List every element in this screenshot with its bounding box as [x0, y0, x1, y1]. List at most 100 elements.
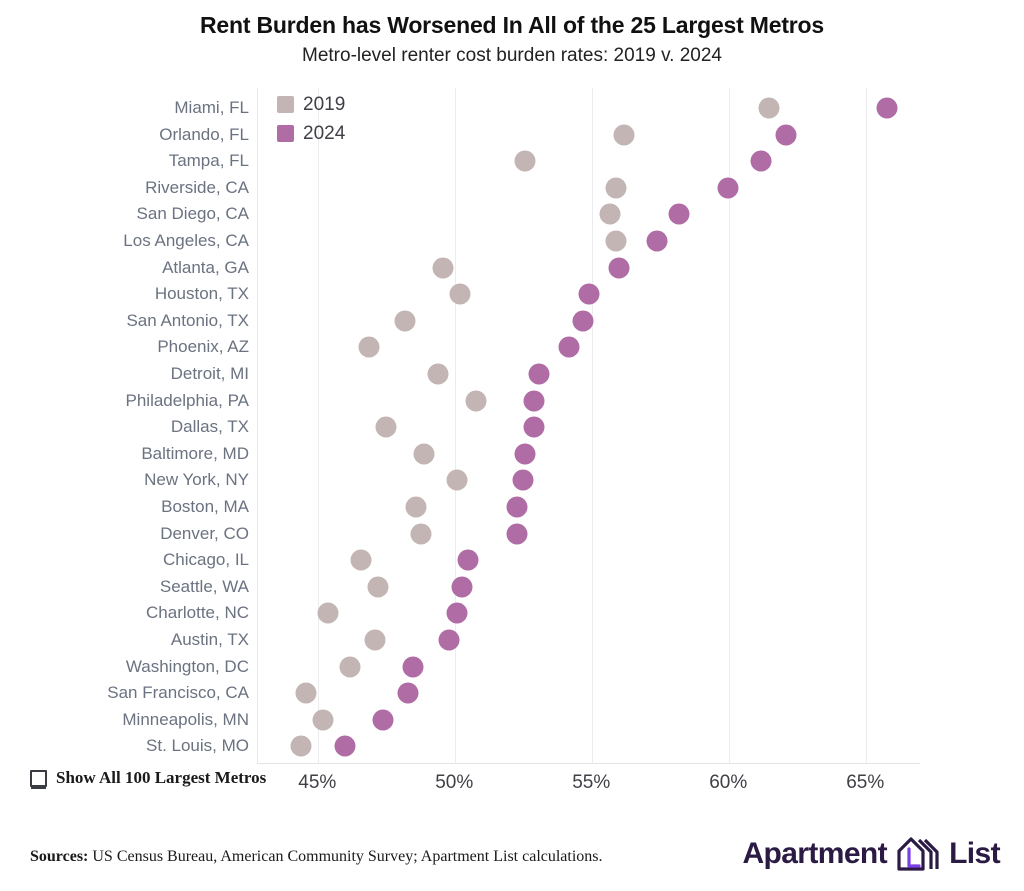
y-axis-label: Austin, TX — [170, 630, 249, 649]
y-axis-label: Seattle, WA — [159, 576, 249, 596]
data-point-2024[interactable] — [523, 416, 545, 438]
y-axis-label: Atlanta, GA — [162, 257, 249, 277]
data-point-2024[interactable] — [668, 203, 690, 225]
data-point-2024[interactable] — [506, 523, 528, 545]
data-point-2019[interactable] — [405, 496, 427, 518]
y-axis-category-labels: Miami, FL Orlando, FL Tampa, FL Riverside, … — [0, 0, 257, 891]
x-tick-label: 65% — [846, 772, 885, 793]
y-axis-label: Orlando, FL — [159, 124, 249, 144]
legend-label: 2019 — [303, 93, 346, 115]
legend-label: 2024 — [303, 122, 346, 144]
data-point-2024[interactable] — [523, 390, 545, 412]
data-point-2019[interactable] — [375, 416, 397, 438]
sources-text: US Census Bureau, American Community Sur… — [92, 848, 603, 865]
brand-word-list: List — [949, 837, 1001, 870]
y-axis-label: New York, NY — [144, 470, 249, 490]
data-point-2024[interactable] — [506, 496, 528, 518]
data-point-2019[interactable] — [599, 203, 621, 225]
brand-word-apartment: Apartment — [742, 837, 888, 870]
data-point-2024[interactable] — [578, 283, 599, 305]
data-point-2024[interactable] — [514, 443, 536, 465]
data-point-2019[interactable] — [514, 150, 536, 172]
y-axis-label: San Antonio, TX — [126, 310, 249, 330]
data-point-2024[interactable] — [457, 549, 479, 571]
y-axis-label: Miami, FL — [174, 98, 249, 117]
data-point-2019[interactable] — [432, 257, 454, 279]
data-point-2024[interactable] — [608, 257, 630, 279]
y-axis-label: Charlotte, NC — [146, 603, 249, 623]
chart-header: Rent Burden has Worsened In All of the 2… — [0, 0, 1024, 69]
gridline — [318, 88, 320, 764]
legend-swatch-icon — [277, 125, 294, 142]
data-point-2019[interactable] — [449, 283, 471, 305]
data-point-2024[interactable] — [572, 310, 594, 332]
y-axis-label: Washington, DC — [125, 656, 249, 676]
data-point-2019[interactable] — [290, 735, 312, 757]
data-point-2019[interactable] — [350, 549, 372, 571]
data-point-2019[interactable] — [605, 177, 627, 199]
plot-area — [257, 88, 920, 764]
x-tick-label: 50% — [435, 772, 474, 793]
data-point-2024[interactable] — [451, 576, 473, 598]
data-point-2019[interactable] — [446, 469, 468, 491]
page-subtitle: Metro-level renter cost burden rates: 20… — [302, 45, 722, 66]
apartment-list-house-icon — [895, 834, 941, 874]
data-point-2019[interactable] — [758, 97, 780, 119]
y-axis-label: San Francisco, CA — [107, 683, 249, 703]
data-point-2019[interactable] — [605, 230, 627, 252]
y-axis-label: Riverside, CA — [145, 177, 249, 197]
data-point-2019[interactable] — [339, 656, 361, 678]
gridline — [866, 88, 868, 764]
y-axis-label: Houston, TX — [154, 284, 249, 304]
data-point-2019[interactable] — [394, 310, 416, 332]
data-point-2019[interactable] — [613, 124, 635, 146]
data-point-2024[interactable] — [446, 602, 468, 624]
sources-note: Sources: US Census Bureau, American Comm… — [30, 848, 603, 866]
data-point-2019[interactable] — [367, 576, 389, 598]
data-point-2024[interactable] — [646, 230, 668, 252]
y-axis-label: Baltimore, MD — [141, 443, 249, 463]
data-point-2019[interactable] — [427, 363, 449, 385]
data-point-2019[interactable] — [317, 602, 339, 624]
data-point-2024[interactable] — [750, 150, 772, 172]
data-point-2019[interactable] — [465, 390, 487, 412]
data-point-2024[interactable] — [512, 469, 534, 491]
legend-item-2019[interactable]: 2019 — [277, 93, 345, 116]
gridline — [729, 88, 731, 764]
x-tick-label: 55% — [572, 772, 611, 793]
show-all-metros-control[interactable]: Show All 100 Largest Metros — [30, 768, 266, 788]
data-point-2019[interactable] — [364, 629, 386, 651]
y-axis-label: Denver, CO — [160, 523, 249, 543]
y-axis-label: San Diego, CA — [136, 204, 249, 224]
data-point-2024[interactable] — [372, 709, 394, 731]
data-point-2019[interactable] — [358, 336, 380, 358]
show-all-metros-label: Show All 100 Largest Metros — [56, 768, 267, 787]
y-axis-label: Phoenix, AZ — [157, 337, 249, 357]
data-point-2024[interactable] — [876, 97, 898, 119]
data-point-2019[interactable] — [312, 709, 334, 731]
data-point-2019[interactable] — [410, 523, 432, 545]
legend-item-2024[interactable]: 2024 — [277, 122, 345, 145]
data-point-2019[interactable] — [295, 682, 317, 704]
y-axis-label: Minneapolis, MN — [122, 709, 249, 729]
sources-prefix: Sources: — [30, 848, 89, 865]
y-axis-label: Boston, MA — [161, 497, 249, 516]
data-point-2024[interactable] — [717, 177, 739, 199]
page-title: Rent Burden has Worsened In All of the 2… — [200, 12, 824, 38]
checkbox-icon[interactable] — [30, 769, 47, 787]
y-axis-label: Tampa, FL — [168, 151, 249, 171]
data-point-2024[interactable] — [775, 124, 797, 146]
data-point-2019[interactable] — [413, 443, 435, 465]
y-axis-label: St. Louis, MO — [146, 736, 249, 756]
data-point-2024[interactable] — [402, 656, 424, 678]
data-point-2024[interactable] — [558, 336, 580, 358]
data-point-2024[interactable] — [334, 735, 356, 757]
y-axis-label: Detroit, MI — [170, 364, 249, 383]
data-point-2024[interactable] — [397, 682, 419, 704]
gridline — [455, 88, 457, 764]
data-point-2024[interactable] — [438, 629, 460, 651]
gridline — [592, 88, 594, 764]
x-tick-label: 45% — [298, 772, 337, 793]
data-point-2024[interactable] — [528, 363, 550, 385]
